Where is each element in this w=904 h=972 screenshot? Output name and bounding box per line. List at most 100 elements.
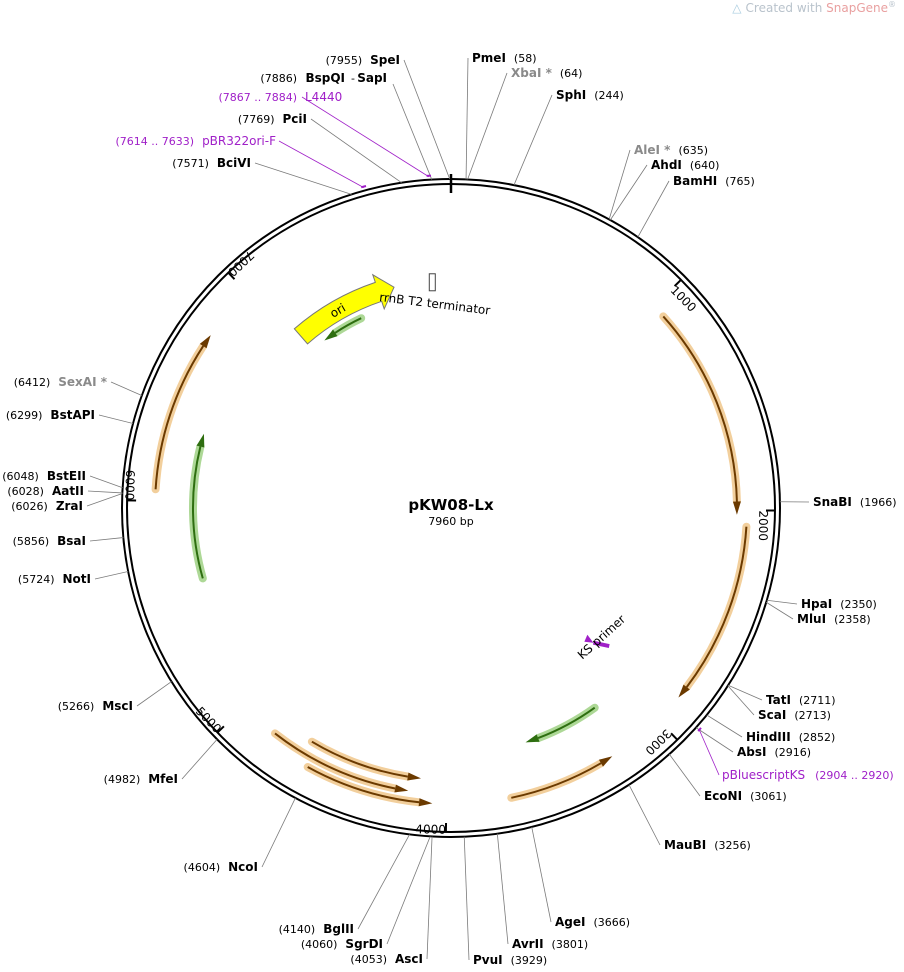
- site-leader: [261, 797, 296, 868]
- site-position: (2852): [799, 731, 836, 744]
- green-feature-arc: [189, 433, 207, 583]
- site-label-sgrdi: SgrDI (4060): [301, 937, 383, 951]
- site-leader: [513, 94, 553, 186]
- site-label-ahdi: AhdI (640): [651, 158, 719, 172]
- site-name: BstEII: [47, 469, 86, 483]
- site-leader: [87, 490, 123, 494]
- site-position: (7571): [172, 157, 209, 170]
- watermark-mark: ®: [888, 0, 896, 9]
- site-label-absi: AbsI (2916): [737, 745, 811, 759]
- site-position: (4982): [104, 773, 141, 786]
- site-label-bsai: BsaI (5856): [13, 534, 86, 548]
- site-name: SphI: [556, 88, 586, 102]
- primer-leader: [301, 96, 430, 178]
- site-name: SpeI: [370, 53, 400, 67]
- primer-position: (2904 .. 2920): [815, 769, 894, 782]
- site-name: BsaI: [57, 534, 86, 548]
- site-leader: [136, 681, 172, 707]
- arc-arrowhead: [324, 329, 338, 341]
- site-leader: [254, 162, 352, 195]
- site-label-bspqi-sapi: SapI-BspQI (7886): [260, 71, 387, 85]
- site-name: SnaBI: [813, 495, 852, 509]
- site-name: EcoNI: [704, 789, 742, 803]
- site-position: (765): [725, 175, 755, 188]
- site-label-bsteii: BstEII (6048): [2, 469, 86, 483]
- site-label-msci: MscI (5266): [58, 699, 133, 713]
- site-leader: [727, 685, 755, 716]
- arc-line: [334, 317, 362, 334]
- site-label-bcivi: BciVI (7571): [172, 156, 251, 170]
- site-name: AscI: [395, 952, 423, 966]
- site-leader: [310, 118, 402, 184]
- site-position: (3666): [593, 916, 630, 929]
- site-leader: [637, 180, 670, 238]
- site-position: (244): [594, 89, 624, 102]
- arc-line: [537, 706, 596, 740]
- site-position: (635): [678, 144, 708, 157]
- site-position: (3801): [552, 938, 589, 951]
- arc-arrowhead: [732, 501, 741, 515]
- site-name-sapi: SapI: [357, 71, 387, 85]
- site-name: PciI: [283, 112, 308, 126]
- site-label-zrai: ZraI (6026): [11, 499, 83, 513]
- site-label-bamhi: BamHI (765): [673, 174, 755, 188]
- site-leader: [86, 493, 123, 507]
- arc-arrowhead: [598, 756, 613, 767]
- terminator-feature: rrnB T2 terminator: [379, 273, 492, 318]
- site-label-sphi: SphI (244): [556, 88, 624, 102]
- site-label-mlui: MluI (2358): [797, 612, 871, 626]
- tick-mark: [216, 725, 225, 734]
- site-name: ZraI: [56, 499, 83, 513]
- plasmid-size: 7960 bp: [428, 515, 473, 528]
- watermark-brand: SnapGene: [826, 1, 888, 15]
- arc-arrowhead: [418, 798, 433, 807]
- site-label-ncoi: NcoI (4604): [184, 860, 258, 874]
- site-position: (4140): [279, 923, 316, 936]
- site-label-pvui: PvuI (3929): [473, 953, 547, 967]
- site-name: AhdI: [651, 158, 682, 172]
- site-name: MauBI: [664, 838, 706, 852]
- site-name: SexAI *: [58, 375, 107, 389]
- tick-mark: [673, 279, 682, 287]
- site-position: (4053): [350, 953, 387, 966]
- site-name-bspqi: BspQI: [305, 71, 345, 85]
- arc-line: [311, 740, 408, 778]
- site-label-econi: EcoNI (3061): [704, 789, 787, 803]
- site-position: (2916): [774, 746, 811, 759]
- feature-arcs: ori rrnB T2 terminator KS primer: [151, 273, 751, 807]
- site-position: (6026): [11, 500, 48, 513]
- site-position: (6412): [14, 376, 51, 389]
- arc-line: [662, 315, 738, 502]
- site-leader: [403, 59, 451, 180]
- site-leader: [386, 836, 431, 945]
- orange-feature-arc: [507, 756, 613, 802]
- site-leader: [706, 714, 743, 738]
- site-label-mfei: MfeI (4982): [104, 772, 178, 786]
- arc-line: [192, 446, 204, 579]
- arc-arrowhead: [394, 784, 409, 793]
- ori-label: ori: [328, 301, 349, 321]
- site-name: BglII: [323, 922, 354, 936]
- site-name: AleI *: [634, 143, 671, 157]
- site-label-snabi: SnaBI (1966): [813, 495, 896, 509]
- site-position: (5856): [13, 535, 50, 548]
- site-name: AvrII: [512, 937, 544, 951]
- arc-line: [307, 766, 420, 804]
- site-position: (7955): [326, 54, 363, 67]
- site-position: (4060): [301, 938, 338, 951]
- site-name: BstAPI: [50, 408, 95, 422]
- ori-feature: ori: [293, 273, 395, 345]
- primer-pbr322orif: pBR322ori-F (7614 .. 7633): [116, 134, 367, 189]
- site-position: (1966): [860, 496, 897, 509]
- tick-mark: [227, 271, 236, 280]
- primer-name: pBR322ori-F: [202, 134, 276, 148]
- site-leader: [608, 149, 631, 220]
- site-label-avrii: AvrII (3801): [512, 937, 588, 951]
- site-label-pmei: PmeI (58): [472, 51, 537, 65]
- arc-line: [274, 732, 396, 790]
- site-leader: [110, 381, 142, 396]
- site-name: HpaI: [801, 597, 832, 611]
- terminator-label: rrnB T2 terminator: [379, 290, 492, 318]
- snapgene-logo-icon: △: [732, 1, 742, 15]
- site-leader: [668, 753, 701, 797]
